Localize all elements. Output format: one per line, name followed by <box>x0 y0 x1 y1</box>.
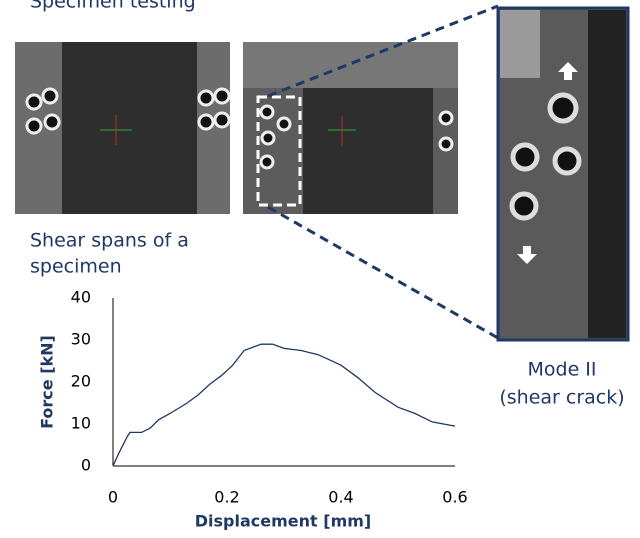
y-tick-label: 30 <box>71 330 91 349</box>
x-tick-label: 0.2 <box>214 488 239 507</box>
zoom-line <box>267 4 499 98</box>
y-tick-label: 0 <box>81 456 91 475</box>
caption: specimen <box>30 256 122 278</box>
photo-left <box>15 42 231 214</box>
y-axis-label: Force [kN] <box>38 335 57 429</box>
y-tick-label: 20 <box>71 372 91 391</box>
y-tick-label: 10 <box>71 414 91 433</box>
x-tick-label: 0.4 <box>328 488 353 507</box>
caption: (shear crack) <box>499 387 624 409</box>
y-tick-label: 40 <box>71 288 91 307</box>
page-title: Specimen testing <box>30 0 196 13</box>
line <box>112 343 456 467</box>
zoom-line <box>267 205 499 340</box>
x-axis-label: Displacement [mm] <box>195 512 371 531</box>
photo-zoom <box>496 6 630 342</box>
caption: Shear spans of a <box>30 230 189 252</box>
x-tick-label: 0.6 <box>442 488 467 507</box>
caption: Mode II <box>527 359 596 381</box>
x-tick-label: 0 <box>108 488 118 507</box>
photo-middle <box>243 42 458 214</box>
